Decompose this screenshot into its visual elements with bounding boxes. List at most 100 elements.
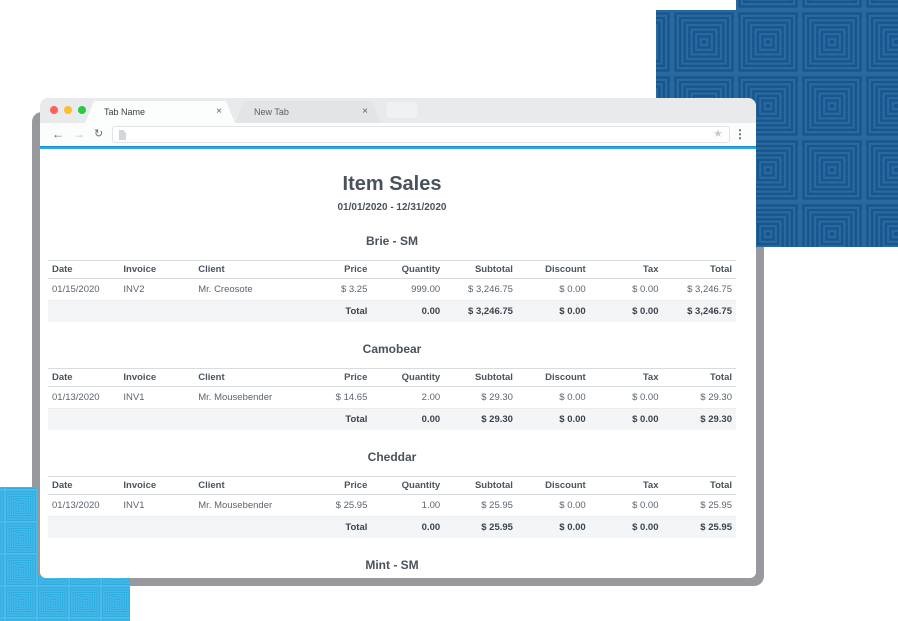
cell: 01/13/2020	[48, 386, 120, 409]
cell: $ 3,246.75	[662, 278, 736, 301]
cell: 01/13/2020	[48, 494, 120, 517]
column-header: Quantity	[371, 476, 445, 495]
data-row: 01/13/2020 INV1 Mr. Mousebender $ 25.95 1.00…	[48, 494, 736, 517]
header-row: Date Invoice Client Price Quantity Subtotal Di…	[48, 476, 736, 495]
column-header: Total	[662, 476, 736, 495]
total-label: Total	[298, 408, 372, 430]
cell: INV1	[119, 386, 195, 409]
reload-button[interactable]: ↻	[94, 128, 104, 140]
total-cell: $ 29.30	[662, 408, 736, 430]
column-header: Tax	[589, 476, 663, 495]
address-bar[interactable]: ★	[112, 126, 730, 143]
total-cell	[119, 516, 195, 538]
column-header: Quantity	[371, 368, 445, 387]
close-tab-icon[interactable]: ×	[216, 106, 222, 117]
column-header: Price	[298, 368, 372, 387]
column-header: Price	[298, 476, 372, 495]
report-sections: Brie - SM Date Invoice Client Price Quantity…	[48, 234, 736, 572]
close-window-button[interactable]	[50, 106, 58, 114]
column-header: Date	[48, 260, 120, 279]
total-label: Total	[298, 516, 372, 538]
cell: $ 25.95	[444, 494, 517, 517]
cell: Mr. Creosote	[194, 278, 299, 301]
cell: $ 25.95	[662, 494, 736, 517]
cell: 1.00	[371, 494, 445, 517]
maximize-window-button[interactable]	[78, 106, 86, 114]
tab-inactive[interactable]: New Tab ×	[235, 101, 381, 123]
total-cell: 0.00	[371, 408, 445, 430]
report-page: Item Sales 01/01/2020 - 12/31/2020 Brie …	[40, 149, 756, 577]
total-cell: $ 0.00	[516, 300, 590, 322]
report-title: Item Sales	[342, 173, 442, 195]
total-cell	[48, 408, 120, 430]
cell: $ 3,246.75	[444, 278, 517, 301]
cell: $ 0.00	[516, 494, 590, 517]
total-cell: $ 0.00	[589, 300, 663, 322]
total-row: Total 0.00 $ 25.95 $ 0.00 $ 0.00 $ 25.95	[48, 516, 736, 538]
section-table-wrap: Date Invoice Client Price Quantity Subtotal Di…	[48, 260, 736, 322]
back-button[interactable]: ←	[52, 127, 64, 141]
section-table-wrap: Date Invoice Client Price Quantity Subtotal Di…	[48, 368, 736, 430]
minimize-window-button[interactable]	[64, 106, 72, 114]
total-cell: $ 25.95	[444, 516, 517, 538]
tab-active[interactable]: Tab Name ×	[85, 101, 235, 123]
section-heading: Brie - SM	[365, 234, 418, 248]
cell: $ 0.00	[589, 278, 663, 301]
report-section: Cheddar Date Invoice Client Price Quantity Su…	[48, 450, 736, 538]
cell: $ 0.00	[516, 386, 590, 409]
column-header: Invoice	[119, 476, 195, 495]
cell: $ 0.00	[589, 494, 663, 517]
total-cell	[48, 516, 120, 538]
column-header: Price	[298, 260, 372, 279]
close-tab-icon[interactable]: ×	[362, 106, 368, 117]
pattern-bottom-left-decoration	[0, 487, 130, 621]
header-row: Date Invoice Client Price Quantity Subtotal Di…	[48, 260, 736, 279]
menu-kebab-icon[interactable]: ⋮	[734, 127, 746, 141]
data-row: 01/15/2020 INV2 Mr. Creosote $ 3.25 999.00 $ …	[48, 278, 736, 301]
total-cell: $ 0.00	[516, 408, 590, 430]
page-icon	[119, 130, 126, 140]
new-tab-button[interactable]	[387, 102, 417, 118]
cell: 01/15/2020	[48, 278, 120, 301]
column-header: Client	[194, 260, 299, 279]
column-header: Subtotal	[444, 260, 517, 279]
section-table-wrap: Date Invoice Client Price Quantity Subtotal Di…	[48, 476, 736, 538]
cell: $ 0.00	[589, 386, 663, 409]
cell: Mr. Mousebender	[194, 494, 299, 517]
total-row: Total 0.00 $ 3,246.75 $ 0.00 $ 0.00 $ 3,246.7…	[48, 300, 736, 322]
header-row: Date Invoice Client Price Quantity Subtotal Di…	[48, 368, 736, 387]
total-cell: $ 0.00	[589, 408, 663, 430]
column-header: Date	[48, 368, 120, 387]
data-row: 01/13/2020 INV1 Mr. Mousebender $ 14.65 2.00…	[48, 386, 736, 409]
cell: INV2	[119, 278, 195, 301]
column-header: Tax	[589, 368, 663, 387]
section-heading: Cheddar	[367, 450, 417, 464]
cell: $ 14.65	[298, 386, 372, 409]
column-header: Quantity	[371, 260, 445, 279]
cell: Mr. Mousebender	[194, 386, 299, 409]
total-row: Total 0.00 $ 29.30 $ 0.00 $ 0.00 $ 29.30	[48, 408, 736, 430]
sales-table: Date Invoice Client Price Quantity Subtotal Di…	[48, 476, 736, 538]
navigation-bar: ← → ↻ ★ ⋮	[40, 123, 756, 146]
total-cell: $ 3,246.75	[444, 300, 517, 322]
bookmark-star-icon[interactable]: ★	[713, 128, 723, 140]
column-header: Tax	[589, 260, 663, 279]
tab-label: Tab Name	[104, 107, 146, 117]
column-header: Subtotal	[444, 476, 517, 495]
total-cell: $ 29.30	[444, 408, 517, 430]
total-cell	[194, 300, 299, 322]
tab-label: New Tab	[254, 107, 289, 117]
browser-window: Tab Name × New Tab × ← → ↻ ★ ⋮ Item Sale…	[40, 98, 756, 578]
cell: 999.00	[371, 278, 445, 301]
column-header: Discount	[516, 476, 590, 495]
total-cell	[48, 300, 120, 322]
column-header: Client	[194, 476, 299, 495]
column-header: Total	[662, 260, 736, 279]
cell: $ 0.00	[516, 278, 590, 301]
total-cell	[119, 300, 195, 322]
column-header: Invoice	[119, 260, 195, 279]
cell: $ 29.30	[444, 386, 517, 409]
forward-button[interactable]: →	[73, 127, 85, 141]
section-heading: Camobear	[362, 342, 422, 356]
column-header: Date	[48, 476, 120, 495]
